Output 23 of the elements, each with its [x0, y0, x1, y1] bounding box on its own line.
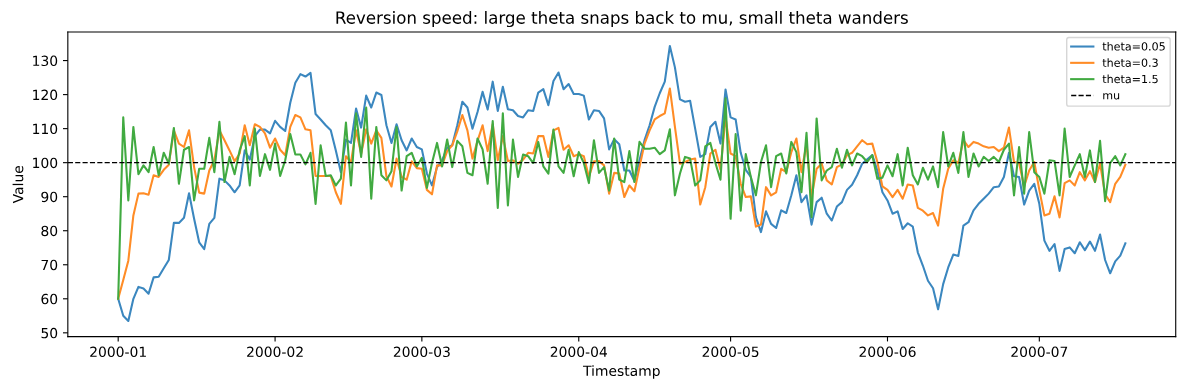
y-tick-label: 100 — [33, 157, 58, 169]
y-tick-label: 120 — [33, 89, 58, 101]
y-tick-label: 80 — [41, 225, 58, 237]
chart-title: Reversion speed: large theta snaps back to mu, small theta wanders — [336, 10, 908, 28]
y-tick-label: 70 — [41, 259, 58, 271]
legend-label: theta=0.3 — [1102, 58, 1158, 67]
x-tick-label: 2000-04 — [550, 346, 607, 358]
y-axis-title: Value — [12, 165, 24, 204]
legend-label: theta=0.05 — [1102, 41, 1165, 51]
x-tick-label: 2000-05 — [702, 346, 759, 358]
y-tick-label: 110 — [33, 123, 58, 135]
x-tick-label: 2000-07 — [1011, 346, 1068, 358]
x-axis-title: Timestamp — [582, 365, 660, 379]
y-tick-label: 60 — [41, 293, 58, 305]
y-tick-label: 50 — [41, 327, 58, 339]
legend-label: theta=1.5 — [1102, 74, 1158, 84]
x-tick-label: 2000-01 — [90, 346, 146, 358]
x-tick-label: 2000-02 — [247, 346, 303, 358]
y-tick-label: 90 — [41, 191, 58, 203]
y-tick-label: 130 — [33, 55, 58, 67]
x-tick-label: 2000-03 — [393, 346, 450, 358]
legend-label: mu — [1103, 93, 1120, 100]
x-tick-label: 2000-06 — [859, 346, 916, 358]
